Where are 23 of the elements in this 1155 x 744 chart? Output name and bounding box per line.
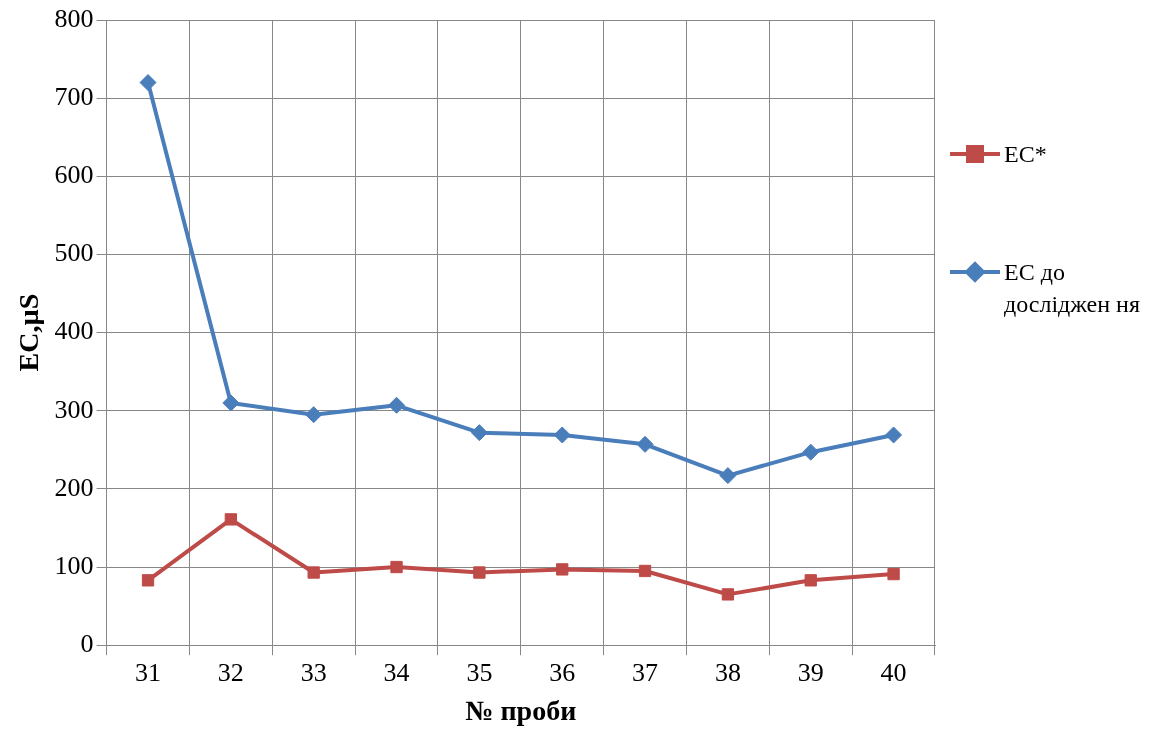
y-tick-label: 0 [80, 629, 94, 659]
y-axis-title: EC,µS [13, 293, 45, 372]
y-tick-label: 500 [54, 238, 94, 268]
y-tick-label: 400 [54, 316, 94, 346]
x-tick-label: 33 [300, 657, 327, 687]
x-tick-label: 35 [466, 657, 493, 687]
legend-label: ЕС до досліджен ня [1004, 258, 1141, 319]
x-tick-label: 37 [632, 657, 659, 687]
x-tick-label: 32 [217, 657, 244, 687]
x-tick-label: 39 [797, 657, 824, 687]
y-tick-label: 300 [54, 394, 94, 424]
x-axis-title: № проби [465, 695, 577, 727]
legend-label: ЕС* [1004, 140, 1048, 169]
x-tick-label: 36 [549, 657, 576, 687]
y-tick-label: 700 [54, 81, 94, 111]
y-tick-label: 200 [54, 472, 94, 502]
y-tick-label: 100 [54, 550, 94, 580]
x-tick-label: 31 [135, 657, 162, 687]
x-tick-label: 34 [383, 657, 410, 687]
x-tick-label: 40 [880, 657, 907, 687]
y-tick-label: 800 [54, 3, 94, 33]
y-tick-label: 600 [54, 160, 94, 190]
x-tick-label: 38 [714, 657, 741, 687]
